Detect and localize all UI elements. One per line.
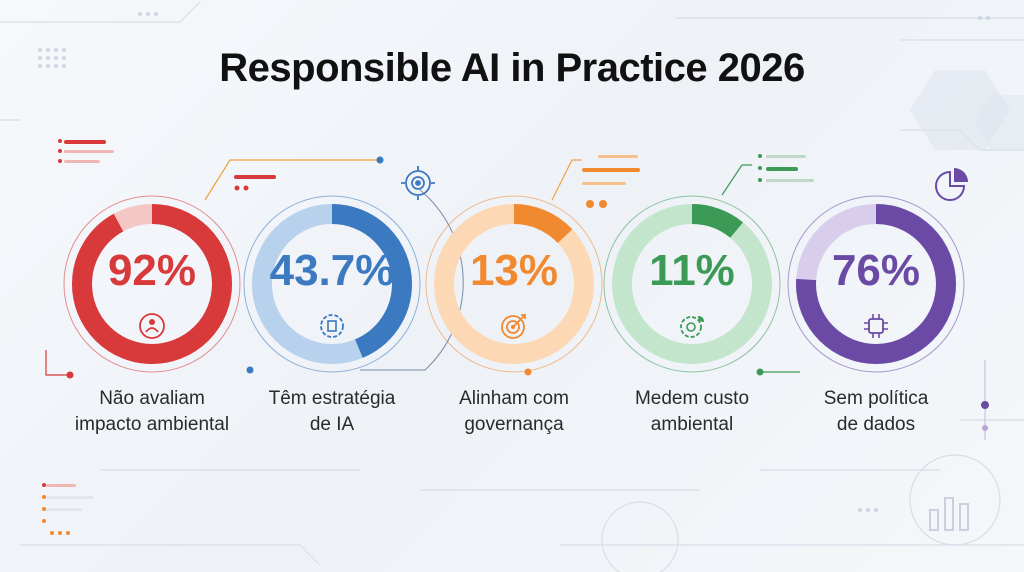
donut-ring bbox=[603, 195, 781, 373]
outer-ring bbox=[425, 195, 603, 373]
leaf-gear-icon bbox=[676, 310, 708, 342]
donut-value-arc bbox=[796, 204, 956, 364]
donut-value-arc bbox=[72, 204, 232, 364]
donut-percentage: 11% bbox=[649, 246, 735, 295]
donut-label-line: de IA bbox=[309, 414, 355, 435]
donut-label: Medem custo ambiental bbox=[582, 386, 802, 438]
donut-ring bbox=[787, 195, 965, 373]
donut-value-arc bbox=[252, 204, 412, 364]
donut-label-line: Sem política bbox=[823, 388, 929, 409]
donut-label: Alinham com governança bbox=[404, 386, 624, 438]
donut-label: Não avaliam impacto ambiental bbox=[42, 386, 262, 438]
chip-icon bbox=[860, 310, 892, 342]
donut-percentage: 76% bbox=[831, 246, 921, 295]
donut-label-line: impacto ambiental bbox=[74, 414, 230, 435]
donut-percentage: 13% bbox=[469, 246, 559, 295]
outer-ring bbox=[243, 195, 421, 373]
donut-label-line: Alinham com bbox=[459, 388, 569, 409]
donut-ring bbox=[63, 195, 241, 373]
leaf-person-icon bbox=[136, 310, 168, 342]
donut-label-line: de dados bbox=[836, 414, 916, 435]
donut-label-line: ambiental bbox=[650, 414, 734, 435]
donut-percentage: 92% bbox=[107, 246, 197, 295]
donut-card: 43.7% Têm estratégia de IA bbox=[242, 190, 422, 450]
donut-value-arc bbox=[434, 204, 594, 364]
donut-label-line: Medem custo bbox=[634, 388, 750, 409]
gear-document-icon bbox=[316, 310, 348, 342]
outer-ring bbox=[787, 195, 965, 373]
donut-percentage: 43.7% bbox=[269, 246, 395, 295]
page-title: Responsible AI in Practice 2026 bbox=[219, 46, 805, 90]
donut-card: 92% Não avaliam impacto ambiental bbox=[62, 190, 242, 450]
donut-label-line: Têm estratégia bbox=[268, 388, 396, 409]
donut-label: Sem política de dados bbox=[766, 386, 986, 438]
donut-label-line: Não avaliam bbox=[99, 388, 205, 409]
donut-card: 11% Medem custo ambiental bbox=[602, 190, 782, 450]
donut-ring bbox=[243, 195, 421, 373]
donut-label-line: governança bbox=[464, 414, 564, 435]
donut-card: 76% Sem política de dados bbox=[786, 190, 966, 450]
outer-ring bbox=[603, 195, 781, 373]
donut-value-arc bbox=[612, 204, 772, 364]
donut-card: 13% Alinham com governança bbox=[424, 190, 604, 450]
donut-label: Têm estratégia de IA bbox=[222, 386, 442, 438]
outer-ring bbox=[63, 195, 241, 373]
donut-ring bbox=[425, 195, 603, 373]
target-arrow-icon bbox=[498, 310, 530, 342]
